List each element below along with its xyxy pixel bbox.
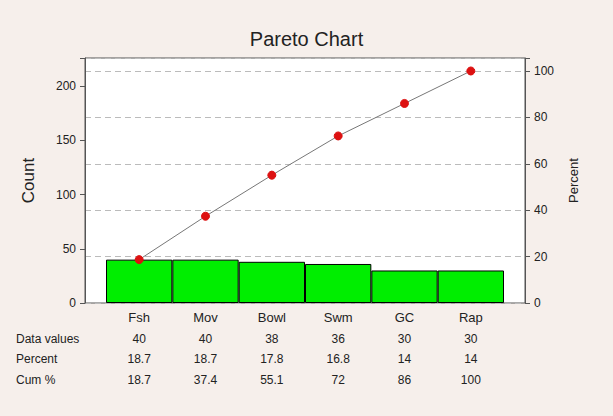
svg-text:100: 100: [534, 64, 554, 78]
svg-text:GC: GC: [395, 310, 415, 325]
svg-text:38: 38: [265, 332, 279, 346]
svg-text:30: 30: [464, 332, 478, 346]
svg-text:14: 14: [464, 352, 478, 366]
svg-text:Fsh: Fsh: [128, 310, 150, 325]
svg-text:86: 86: [398, 373, 412, 387]
svg-text:Rap: Rap: [459, 310, 483, 325]
svg-text:40: 40: [199, 332, 213, 346]
svg-text:Bowl: Bowl: [258, 310, 286, 325]
svg-text:40: 40: [132, 332, 146, 346]
svg-text:60: 60: [534, 157, 548, 171]
svg-text:Data values: Data values: [16, 332, 79, 346]
svg-text:0: 0: [69, 296, 76, 310]
svg-text:80: 80: [534, 110, 548, 124]
svg-text:50: 50: [63, 242, 77, 256]
svg-text:0: 0: [534, 296, 541, 310]
svg-text:37.4: 37.4: [194, 373, 218, 387]
svg-text:100: 100: [461, 373, 481, 387]
svg-text:16.8: 16.8: [326, 352, 350, 366]
svg-text:Count: Count: [19, 158, 38, 204]
svg-text:17.8: 17.8: [260, 352, 284, 366]
svg-text:18.7: 18.7: [127, 352, 151, 366]
svg-text:200: 200: [56, 79, 76, 93]
svg-text:36: 36: [331, 332, 345, 346]
svg-text:30: 30: [398, 332, 412, 346]
svg-text:18.7: 18.7: [127, 373, 151, 387]
svg-text:Percent: Percent: [16, 352, 58, 366]
svg-text:Mov: Mov: [193, 310, 218, 325]
svg-text:Swm: Swm: [324, 310, 353, 325]
svg-text:Pareto Chart: Pareto Chart: [250, 28, 364, 50]
svg-text:150: 150: [56, 133, 76, 147]
svg-text:14: 14: [398, 352, 412, 366]
svg-text:72: 72: [331, 373, 345, 387]
svg-text:Cum %: Cum %: [16, 373, 56, 387]
svg-text:100: 100: [56, 188, 76, 202]
svg-text:20: 20: [534, 250, 548, 264]
svg-text:18.7: 18.7: [194, 352, 218, 366]
svg-text:40: 40: [534, 203, 548, 217]
svg-text:Percent: Percent: [566, 158, 581, 203]
svg-text:55.1: 55.1: [260, 373, 284, 387]
